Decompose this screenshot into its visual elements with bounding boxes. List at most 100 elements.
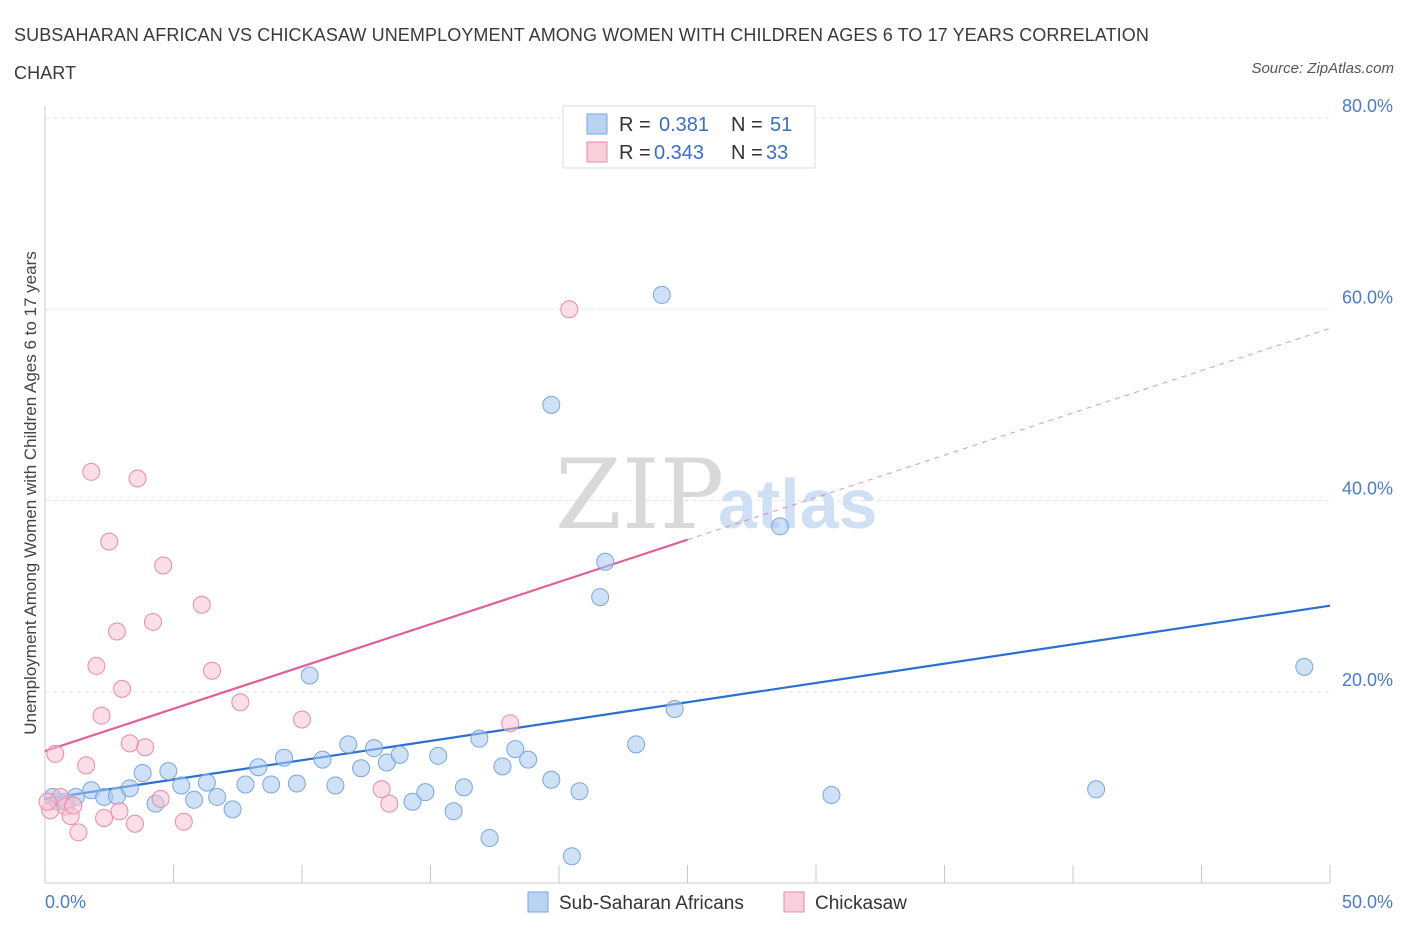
chart-title: SUBSAHARAN AFRICAN VS CHICKASAW UNEMPLOY… <box>14 25 1149 83</box>
data-point-series-2 <box>38 792 57 811</box>
data-point-series-1 <box>570 782 589 801</box>
trend-line-extension-2 <box>687 327 1331 541</box>
y-tick-label: 80.0% <box>1342 96 1393 116</box>
trend-lines <box>44 327 1331 800</box>
data-point-series-1 <box>287 774 306 793</box>
top-legend: R = 0.381 N = 51 R = 0.343 N = 33 <box>562 105 816 169</box>
x-tick-label: 0.0% <box>45 892 86 912</box>
data-point-series-1 <box>197 773 216 792</box>
data-point-series-1 <box>133 764 152 783</box>
bottom-legend-swatch-pink <box>783 891 805 913</box>
data-point-series-1 <box>1087 780 1106 799</box>
data-point-series-2 <box>501 714 520 733</box>
data-point-series-1 <box>665 699 684 718</box>
data-point-series-2 <box>110 802 129 821</box>
y-axis-label: Unemployment Among Women with Children A… <box>21 251 40 735</box>
legend-n-label-1: N = <box>731 114 763 136</box>
data-point-series-1 <box>506 740 525 759</box>
data-point-series-2 <box>151 789 170 808</box>
data-point-series-1 <box>470 729 489 748</box>
data-point-series-1 <box>339 735 358 754</box>
axes <box>44 106 1331 884</box>
data-point-series-1 <box>236 775 255 794</box>
legend-n-label-2: N = <box>731 142 763 164</box>
data-point-series-2 <box>120 734 139 753</box>
data-point-series-1 <box>627 735 646 754</box>
data-point-series-1 <box>416 783 435 802</box>
legend-r-label-1: R = <box>619 114 651 136</box>
data-point-series-2 <box>95 808 114 827</box>
tick-labels: 20.0% 40.0% 60.0% 80.0% 0.0% 50.0% <box>45 96 1393 912</box>
data-point-series-1 <box>596 552 615 571</box>
data-point-series-1 <box>326 776 345 795</box>
data-point-series-2 <box>380 794 399 813</box>
y-tick-label: 60.0% <box>1342 287 1393 307</box>
data-point-series-1 <box>493 757 512 776</box>
bottom-legend: Sub-Saharan Africans Chickasaw <box>527 891 907 914</box>
data-point-series-1 <box>159 762 178 781</box>
data-point-series-1 <box>519 750 538 769</box>
data-point-series-2 <box>46 744 65 763</box>
source-label: Source: ZipAtlas.com <box>1251 60 1394 77</box>
data-point-series-1 <box>822 786 841 805</box>
data-point-series-2 <box>293 710 311 729</box>
watermark-zip: ZIP <box>555 439 724 551</box>
data-point-series-1 <box>542 395 561 414</box>
legend-n-value-1: 51 <box>770 114 792 136</box>
data-point-series-2 <box>69 823 88 842</box>
y-tick-label: 40.0% <box>1342 479 1393 499</box>
data-point-series-1 <box>771 517 790 536</box>
data-point-series-2 <box>125 814 144 833</box>
data-point-series-2 <box>77 756 96 775</box>
data-point-series-2 <box>203 661 222 680</box>
legend-n-value-2: 33 <box>766 142 788 164</box>
data-point-series-1 <box>300 666 319 685</box>
data-point-series-1 <box>562 847 581 866</box>
data-point-series-1 <box>480 829 499 848</box>
legend-r-value-1: 0.381 <box>659 114 709 136</box>
data-point-series-2 <box>64 796 83 815</box>
data-point-series-1 <box>1295 657 1314 676</box>
legend-r-value-2: 0.343 <box>654 142 704 164</box>
trend-line-2 <box>44 538 688 753</box>
data-point-series-1 <box>352 759 371 778</box>
data-point-series-2 <box>136 738 155 757</box>
data-point-series-1 <box>390 745 409 764</box>
data-point-series-2 <box>372 780 391 799</box>
data-point-series-2 <box>107 622 126 641</box>
data-point-series-2 <box>87 656 106 675</box>
data-point-series-1 <box>249 758 268 777</box>
bottom-legend-label-1: Sub-Saharan Africans <box>559 893 744 914</box>
data-point-series-1 <box>185 790 204 809</box>
data-point-series-1 <box>313 750 332 769</box>
data-point-series-1 <box>454 778 473 797</box>
data-point-series-1 <box>262 775 281 794</box>
data-point-series-1 <box>120 779 139 798</box>
data-point-series-2 <box>82 462 101 481</box>
data-points <box>38 285 1314 866</box>
y-tick-label: 20.0% <box>1342 670 1393 690</box>
legend-swatch-pink <box>586 141 608 163</box>
data-point-series-1 <box>542 770 561 789</box>
watermark-atlas: atlas <box>718 465 878 543</box>
data-point-series-1 <box>403 792 422 811</box>
x-tick-label: 50.0% <box>1342 892 1393 912</box>
data-point-series-1 <box>172 776 191 795</box>
data-point-series-1 <box>591 588 610 607</box>
data-point-series-1 <box>444 802 463 821</box>
watermark: ZIP atlas <box>555 439 878 551</box>
data-point-series-2 <box>92 706 111 725</box>
data-point-series-2 <box>192 595 211 614</box>
data-point-series-1 <box>652 285 671 304</box>
data-point-series-2 <box>560 300 579 319</box>
data-point-series-1 <box>223 800 242 819</box>
bottom-legend-label-2: Chickasaw <box>815 893 907 914</box>
data-point-series-1 <box>364 739 383 758</box>
data-point-series-2 <box>128 469 147 488</box>
data-point-series-2 <box>143 612 162 631</box>
bottom-legend-swatch-blue <box>527 891 549 913</box>
data-point-series-2 <box>231 693 250 712</box>
data-point-series-2 <box>113 679 132 698</box>
data-point-series-1 <box>275 748 294 767</box>
